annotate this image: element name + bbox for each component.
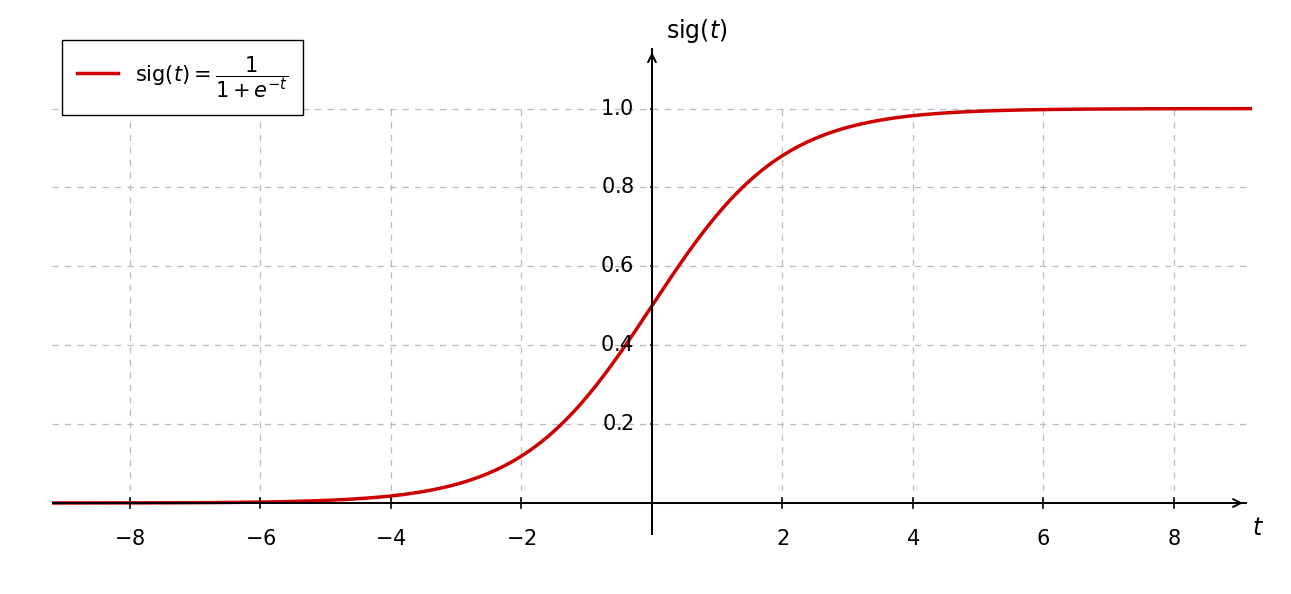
Text: $-6$: $-6$ bbox=[245, 529, 276, 549]
Legend: $\mathrm{sig}(t) = \dfrac{1}{1+e^{-t}}$: $\mathrm{sig}(t) = \dfrac{1}{1+e^{-t}}$ bbox=[62, 40, 303, 115]
Text: $-2$: $-2$ bbox=[506, 529, 537, 549]
Text: $0.8$: $0.8$ bbox=[600, 178, 634, 197]
Text: $-8$: $-8$ bbox=[115, 529, 146, 549]
Text: $8$: $8$ bbox=[1167, 529, 1181, 549]
Text: $6$: $6$ bbox=[1037, 529, 1051, 549]
Text: $t$: $t$ bbox=[1252, 517, 1264, 540]
Text: $0.6$: $0.6$ bbox=[600, 257, 634, 276]
Text: $-4$: $-4$ bbox=[376, 529, 407, 549]
Text: $0.4$: $0.4$ bbox=[599, 335, 634, 355]
Text: $0.2$: $0.2$ bbox=[602, 414, 634, 434]
Text: $1.0$: $1.0$ bbox=[600, 99, 634, 119]
Text: $2$: $2$ bbox=[776, 529, 789, 549]
Text: $\mathrm{sig}(t)$: $\mathrm{sig}(t)$ bbox=[666, 17, 728, 46]
Text: $4$: $4$ bbox=[906, 529, 920, 549]
